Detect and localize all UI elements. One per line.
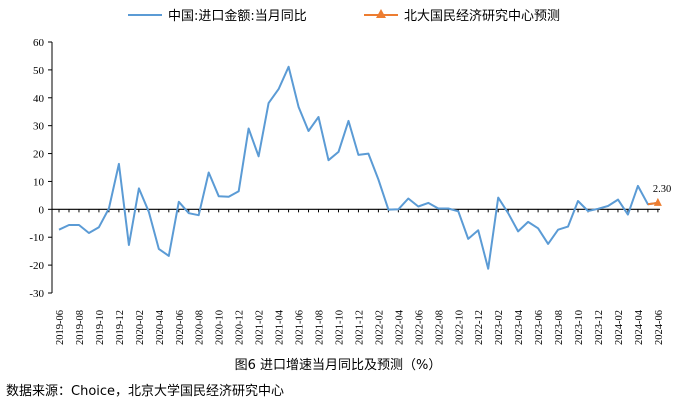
x-tick-label: 2019-08 xyxy=(75,310,86,345)
y-tick-label: 0 xyxy=(39,204,45,216)
x-tick-label: 2021-04 xyxy=(275,309,286,345)
x-tick-label: 2023-12 xyxy=(594,310,605,345)
x-tick-label: 2022-10 xyxy=(454,310,465,345)
y-tick-label: -20 xyxy=(29,260,44,272)
line-chart: -30 -20 -10 0 10 20 30 40 50 60 2019-06 2019-08 2019… xyxy=(29,37,671,345)
x-tick-label: 2020-10 xyxy=(215,310,226,345)
x-tick-label: 2020-12 xyxy=(235,310,246,345)
x-tick-label: 2021-10 xyxy=(334,310,345,345)
series-line-actual xyxy=(58,65,659,270)
x-tick-label: 2019-06 xyxy=(55,310,66,345)
y-tick-label: -30 xyxy=(29,288,44,300)
x-tick-label: 2022-04 xyxy=(394,309,405,345)
x-tick-label: 2020-06 xyxy=(175,310,186,345)
x-tick-label: 2022-08 xyxy=(434,310,445,345)
x-tick-label: 2022-12 xyxy=(474,310,485,345)
legend-line-swatch xyxy=(128,13,162,16)
legend-triangle-swatch xyxy=(364,8,398,21)
legend-item-forecast: 北大国民经济研究中心预测 xyxy=(364,5,560,24)
legend-label-actual: 中国:进口金额:当月同比 xyxy=(168,9,307,24)
y-tick-label: 40 xyxy=(33,93,45,105)
y-tick-label: 60 xyxy=(33,37,45,49)
x-tick-label: 2023-04 xyxy=(514,309,525,345)
x-tick-label: 2024-06 xyxy=(654,310,665,345)
x-tick-label: 2021-06 xyxy=(295,310,306,345)
forecast-point xyxy=(653,197,662,206)
x-tick-label: 2019-12 xyxy=(115,310,126,345)
x-tick-label: 2021-08 xyxy=(315,310,326,345)
y-tick-label: 10 xyxy=(33,176,45,188)
y-tick-label: -10 xyxy=(29,232,44,244)
figure-caption: 图6 进口增速当月同比及预测（%） xyxy=(234,358,442,373)
x-tick-label: 2022-06 xyxy=(414,310,425,345)
y-tick-label: 50 xyxy=(33,65,45,77)
y-tick-label: 30 xyxy=(33,121,45,133)
forecast-data-label: 2.30 xyxy=(653,184,671,195)
x-tick-label: 2021-12 xyxy=(354,310,365,345)
legend-label-forecast: 北大国民经济研究中心预测 xyxy=(404,9,561,24)
x-tick-label: 2020-04 xyxy=(155,309,166,345)
legend: 中国:进口金额:当月同比 北大国民经济研究中心预测 xyxy=(0,2,676,24)
x-tick-label: 2020-08 xyxy=(195,310,206,345)
x-tick-label: 2022-02 xyxy=(374,310,385,345)
x-tick-label: 2024-02 xyxy=(614,310,625,345)
x-tick-label: 2023-10 xyxy=(574,310,585,345)
x-tick-label: 2023-02 xyxy=(494,310,505,345)
x-tick-label: 2023-06 xyxy=(534,310,545,345)
x-tick-label: 2023-08 xyxy=(554,310,565,345)
x-tick-label: 2021-02 xyxy=(255,310,266,345)
x-tick-label: 2020-02 xyxy=(135,310,146,345)
y-tick-label: 20 xyxy=(33,149,45,161)
x-tick-label: 2019-10 xyxy=(95,310,106,345)
x-tick-label: 2024-04 xyxy=(634,309,645,345)
data-source: 数据来源：Choice，北京大学国民经济研究中心 xyxy=(6,384,285,399)
legend-item-actual: 中国:进口金额:当月同比 xyxy=(128,5,307,24)
